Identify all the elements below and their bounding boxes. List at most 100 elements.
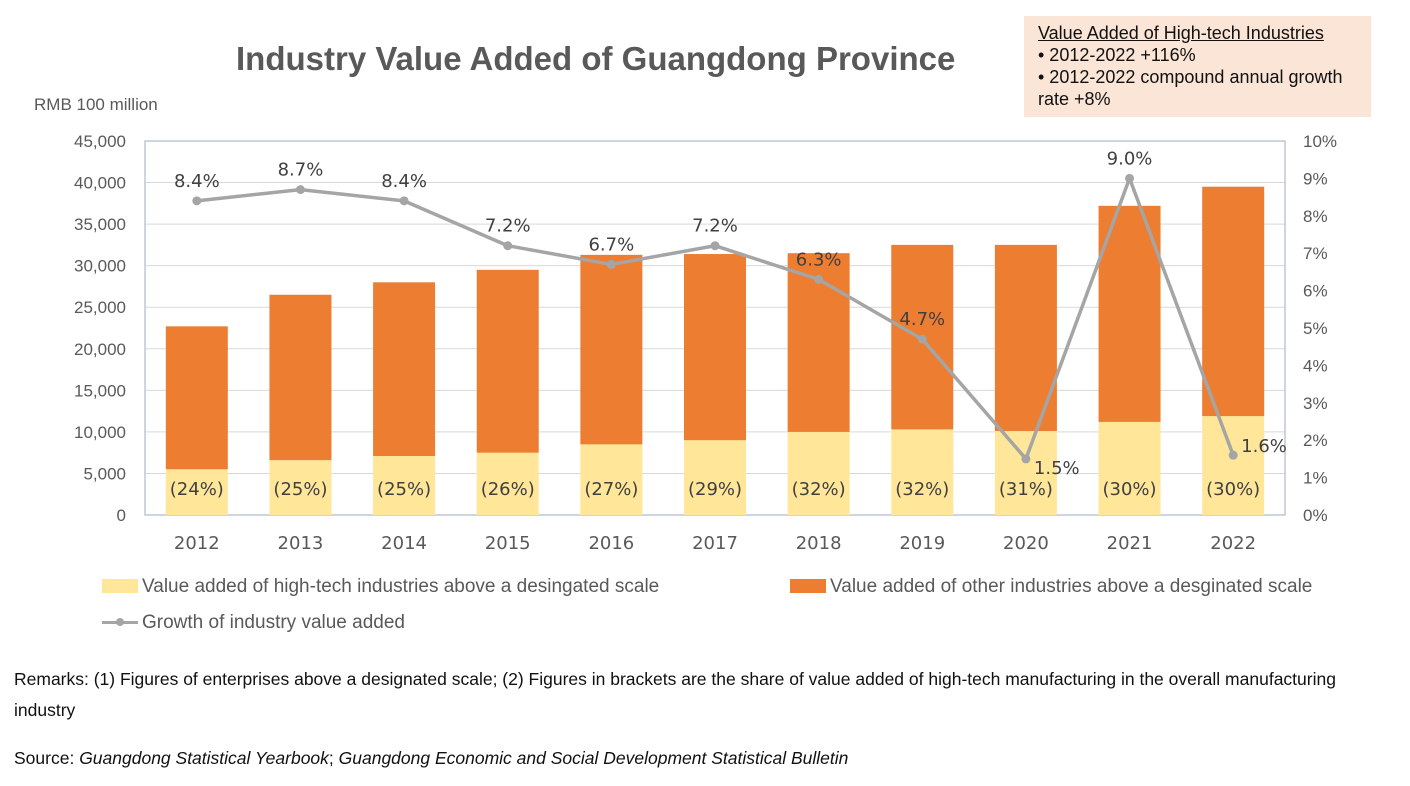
y2-tick-label: 6% (1303, 282, 1328, 301)
growth-point (295, 185, 305, 195)
bar-hightech (891, 429, 954, 515)
growth-label: 7.2% (485, 216, 531, 237)
legend-label-growth: Growth of industry value added (142, 612, 405, 633)
bar-other (580, 254, 643, 445)
bar-hightech (787, 431, 850, 515)
growth-point (503, 241, 513, 251)
growth-label: 6.7% (588, 234, 634, 255)
bar-share-label: (29%) (688, 479, 742, 500)
growth-label: 7.2% (692, 216, 738, 237)
bar-hightech (269, 460, 332, 515)
x-tick-label: 2012 (174, 533, 220, 554)
bar-share-label: (31%) (999, 479, 1053, 500)
growth-point (1021, 454, 1031, 464)
legend-swatch-other (790, 579, 826, 593)
source-text: Source: Guangdong Statistical Yearbook; … (14, 748, 848, 769)
bar-share-label: (26%) (481, 479, 535, 500)
growth-label: 8.7% (278, 160, 324, 181)
legend-label-hightech: Value added of high-tech industries abov… (142, 576, 660, 597)
y2-tick-label: 3% (1303, 394, 1328, 413)
y-tick-label: 25,000 (74, 298, 126, 317)
legend-label-other: Value added of other industries above a … (830, 576, 1313, 597)
y-tick-label: 40,000 (74, 174, 126, 193)
x-tick-label: 2016 (588, 533, 634, 554)
growth-point (814, 274, 824, 284)
growth-point (710, 241, 720, 251)
growth-label: 1.5% (1034, 458, 1080, 479)
bar-hightech (1202, 416, 1265, 515)
growth-point (1228, 450, 1238, 460)
bar-hightech (684, 440, 746, 515)
growth-point (399, 196, 409, 206)
chart-title: Industry Value Added of Guangdong Provin… (236, 40, 956, 77)
bar-hightech (165, 469, 228, 515)
bar-other (684, 254, 746, 441)
growth-label: 8.4% (174, 171, 220, 192)
x-tick-label: 2021 (1107, 533, 1153, 554)
y2-tick-label: 0% (1303, 506, 1328, 525)
x-tick-label: 2017 (692, 533, 738, 554)
bar-share-label: (24%) (170, 479, 224, 500)
bar-other (373, 282, 436, 456)
y2-tick-label: 10% (1303, 132, 1337, 151)
note-heading: Value Added of High-tech Industries (1038, 23, 1324, 43)
growth-label: 4.7% (899, 309, 945, 330)
x-tick-label: 2014 (381, 533, 427, 554)
x-tick-label: 2019 (899, 533, 945, 554)
source-prefix: Source: (14, 748, 80, 768)
growth-point (917, 334, 927, 344)
x-tick-label: 2018 (796, 533, 842, 554)
y2-tick-label: 1% (1303, 469, 1328, 488)
legend-item-hightech: Value added of high-tech industries abov… (102, 576, 659, 598)
growth-label: 9.0% (1107, 148, 1153, 169)
growth-point (192, 196, 202, 206)
growth-label: 8.4% (381, 171, 427, 192)
x-tick-label: 2013 (278, 533, 324, 554)
y2-tick-label: 5% (1303, 319, 1328, 338)
x-tick-label: 2022 (1210, 533, 1256, 554)
growth-point (1125, 173, 1135, 183)
bar-share-label: (25%) (377, 479, 431, 500)
y2-tick-label: 2% (1303, 431, 1328, 450)
y2-tick-label: 7% (1303, 244, 1328, 263)
bar-hightech (994, 431, 1057, 515)
bar-share-label: (32%) (895, 479, 949, 500)
remarks-text: Remarks: (1) Figures of enterprises abov… (14, 669, 1336, 720)
bar-other (476, 269, 539, 453)
source-publication-2: Guangdong Economic and Social Developmen… (338, 748, 849, 768)
y2-tick-label: 4% (1303, 356, 1328, 375)
bar-share-label: (25%) (273, 479, 327, 500)
note-bullet-2: • 2012-2022 compound annual growth rate … (1038, 67, 1343, 109)
y-axis-label: RMB 100 million (34, 95, 158, 114)
x-tick-label: 2020 (1003, 533, 1049, 554)
source-publication-1: Guangdong Statistical Yearbook (79, 748, 329, 768)
legend-swatch-hightech (102, 579, 138, 593)
growth-label: 1.6% (1241, 436, 1287, 457)
y-tick-label: 35,000 (74, 215, 126, 234)
bar-other (1202, 186, 1265, 417)
highlight-note-box: Value Added of High-tech Industries • 20… (1024, 16, 1371, 117)
bar-hightech (476, 452, 539, 515)
growth-point (606, 259, 616, 269)
bar-share-label: (32%) (792, 479, 846, 500)
y-tick-label: 0 (117, 506, 126, 525)
bar-hightech (580, 444, 643, 515)
bar-other (165, 326, 228, 470)
y-tick-label: 5,000 (83, 464, 126, 483)
note-bullet-1: • 2012-2022 +116% (1038, 45, 1196, 65)
y-tick-label: 20,000 (74, 340, 126, 359)
bar-share-label: (27%) (584, 479, 638, 500)
y-tick-label: 10,000 (74, 423, 126, 442)
legend-swatch-growth (102, 615, 138, 629)
legend-item-other: Value added of other industries above a … (790, 576, 1312, 598)
source-separator: ; (328, 748, 339, 768)
bar-hightech (1098, 421, 1161, 515)
y-tick-label: 15,000 (74, 381, 126, 400)
bar-other (1098, 205, 1161, 422)
bar-other (269, 294, 332, 461)
legend-item-growth: Growth of industry value added (102, 612, 405, 634)
bar-share-label: (30%) (1206, 479, 1260, 500)
y2-tick-label: 8% (1303, 207, 1328, 226)
bar-hightech (373, 455, 436, 515)
